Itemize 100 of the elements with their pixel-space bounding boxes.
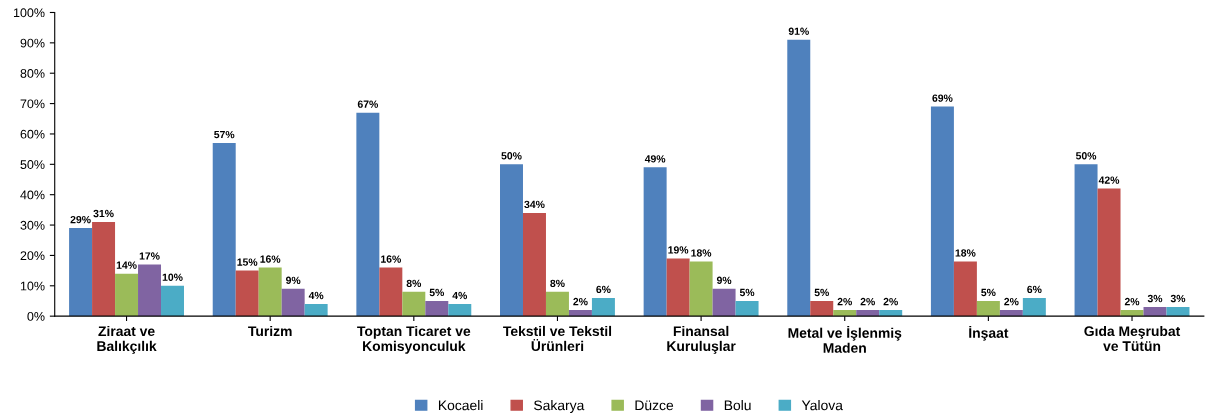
y-tick-label: 70% xyxy=(20,99,45,109)
data-label: 18% xyxy=(691,249,712,257)
bar xyxy=(879,310,903,317)
data-label: 19% xyxy=(668,246,689,254)
bar xyxy=(1022,297,1046,317)
bar xyxy=(522,212,546,317)
bar xyxy=(212,143,236,317)
bar xyxy=(1143,307,1167,317)
data-label: 50% xyxy=(501,152,522,160)
data-label: 5% xyxy=(981,288,996,297)
bar xyxy=(425,300,449,317)
data-label: 31% xyxy=(93,209,114,218)
legend-label: Yalova xyxy=(801,400,843,411)
data-label: 15% xyxy=(237,258,258,266)
bar xyxy=(930,106,954,317)
data-label: 10% xyxy=(162,273,183,281)
data-label: 9% xyxy=(286,276,301,284)
data-label: 16% xyxy=(381,255,401,263)
data-label: 91% xyxy=(788,27,809,35)
bar xyxy=(787,39,811,317)
data-label: 9% xyxy=(716,276,732,284)
bar xyxy=(402,291,426,317)
data-label: 6% xyxy=(596,285,611,294)
data-label: 42% xyxy=(1098,176,1120,184)
x-tick-label: Ziraat ve Balıkçılık xyxy=(97,325,157,354)
x-tick-label: İnşaat xyxy=(969,325,1009,341)
data-label: 2% xyxy=(573,297,588,306)
bar xyxy=(810,300,834,317)
data-label: 2% xyxy=(1004,297,1019,306)
x-tick-label: Metal ve İşlenmiş Maden xyxy=(788,325,902,353)
data-label: 29% xyxy=(70,215,91,224)
data-label: 5% xyxy=(739,288,755,297)
bar xyxy=(281,288,305,317)
y-tick-label: 40% xyxy=(20,190,45,200)
data-label: 5% xyxy=(814,288,830,297)
bar xyxy=(712,288,736,317)
bar xyxy=(235,270,259,317)
bar xyxy=(568,310,592,317)
bar xyxy=(448,304,472,317)
data-label: 14% xyxy=(116,261,137,269)
data-label: 16% xyxy=(260,255,281,263)
data-label: 69% xyxy=(932,94,953,102)
data-label: 2% xyxy=(1124,297,1140,306)
y-tick-label: 30% xyxy=(20,220,45,230)
data-label: 57% xyxy=(214,130,235,139)
data-label: 2% xyxy=(837,297,852,306)
bar xyxy=(1120,310,1144,317)
y-tick-label: 0% xyxy=(27,311,45,321)
bar xyxy=(304,304,328,317)
x-tick-label: Tekstil ve Tekstil Ürünleri xyxy=(503,325,612,352)
data-label: 2% xyxy=(860,297,875,306)
data-label: 8% xyxy=(406,279,422,288)
bar xyxy=(115,273,139,317)
y-tick-label: 20% xyxy=(20,251,45,261)
legend-label: Kocaeli xyxy=(438,400,483,411)
bar xyxy=(666,258,690,317)
bar xyxy=(379,267,403,317)
data-label: 4% xyxy=(452,291,468,300)
bar xyxy=(856,310,880,317)
y-tick-label: 60% xyxy=(20,129,45,139)
data-label: 8% xyxy=(550,279,565,288)
data-label: 17% xyxy=(139,252,160,260)
data-label: 34% xyxy=(524,200,545,209)
bar xyxy=(953,261,977,317)
data-label: 50% xyxy=(1075,152,1097,160)
bar xyxy=(545,291,569,317)
data-label: 5% xyxy=(429,288,445,297)
data-label: 3% xyxy=(1170,294,1186,303)
data-label: 49% xyxy=(644,155,666,163)
data-label: 6% xyxy=(1027,285,1042,294)
y-tick-label: 100% xyxy=(13,8,45,18)
bar xyxy=(591,297,615,317)
y-tick-label: 50% xyxy=(20,160,45,169)
data-label: 3% xyxy=(1147,294,1163,303)
bar xyxy=(1074,164,1098,317)
bar xyxy=(833,310,857,317)
bar xyxy=(69,228,93,317)
bar xyxy=(735,300,759,317)
bar xyxy=(92,222,116,317)
bar xyxy=(258,267,282,317)
bar xyxy=(976,300,1000,317)
legend-label: Düzce xyxy=(635,400,674,411)
x-tick-label: Finansal Kuruluşlar xyxy=(667,325,736,354)
data-label: 18% xyxy=(955,249,976,257)
legend-label: Bolu xyxy=(724,400,751,411)
x-tick-label: Turizm xyxy=(248,325,292,337)
bar xyxy=(161,285,184,317)
bar xyxy=(1166,307,1190,317)
data-label: 4% xyxy=(308,291,324,300)
bar xyxy=(500,164,523,317)
bar xyxy=(1097,188,1121,317)
bar xyxy=(689,261,713,317)
bar xyxy=(138,264,162,317)
data-label: 67% xyxy=(357,100,379,108)
x-tick-label: Toptan Ticaret ve Komisyonculuk xyxy=(357,325,471,354)
bar xyxy=(999,310,1023,317)
y-tick-label: 10% xyxy=(20,281,45,291)
legend-label: Sakarya xyxy=(534,400,585,413)
bar xyxy=(643,167,667,317)
y-tick-label: 90% xyxy=(20,38,45,48)
